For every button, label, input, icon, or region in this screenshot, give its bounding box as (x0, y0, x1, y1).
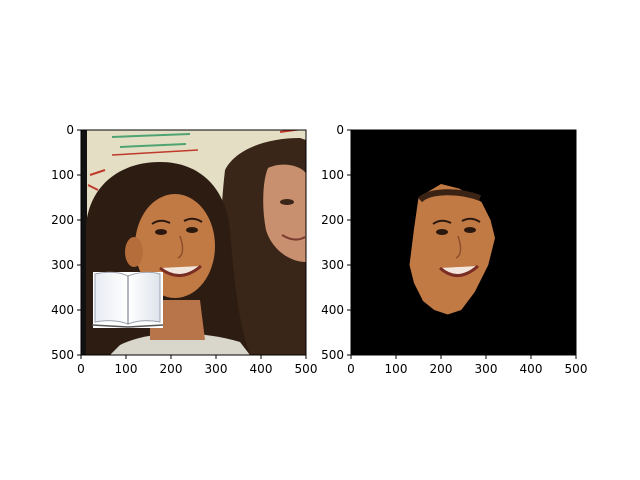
right-girl-face (263, 164, 306, 262)
left-x-tick-label: 300 (205, 362, 228, 376)
left-x-tick-label: 0 (77, 362, 85, 376)
left-y-tick-label: 0 (66, 123, 74, 137)
right-y-tick-label: 100 (321, 168, 344, 182)
face-mask-region (409, 184, 495, 315)
left-x-tick-label: 200 (160, 362, 183, 376)
left-y-tick-label: 300 (51, 258, 74, 272)
left-x-tick-label: 500 (295, 362, 318, 376)
right-y-tick-label: 200 (321, 213, 344, 227)
left-edge-frame (81, 130, 87, 355)
right-y-tick-label: 400 (321, 303, 344, 317)
right-x-tick-label: 200 (430, 362, 453, 376)
segmented-face-panel (350, 129, 577, 356)
right-y-tick-label: 300 (321, 258, 344, 272)
left-y-tick-label: 400 (51, 303, 74, 317)
left-girl-shirt (110, 333, 250, 355)
right-y-tick-label: 500 (321, 348, 344, 362)
left-x-tick-label: 400 (250, 362, 273, 376)
left-axes-frame (80, 129, 307, 356)
right-x-tick-label: 300 (475, 362, 498, 376)
right-x-tick-label: 400 (520, 362, 543, 376)
left-y-tick-label: 500 (51, 348, 74, 362)
right-axes-frame (350, 129, 577, 356)
right-x-tick-label: 0 (347, 362, 355, 376)
book-inset-image (91, 271, 164, 328)
right-y-tick-label: 0 (336, 123, 344, 137)
right-x-tick-label: 100 (385, 362, 408, 376)
left-y-tick-label: 200 (51, 213, 74, 227)
left-y-tick-label: 100 (51, 168, 74, 182)
left-x-tick-label: 100 (115, 362, 138, 376)
original-image-panel (80, 129, 307, 356)
right-x-tick-label: 500 (565, 362, 588, 376)
